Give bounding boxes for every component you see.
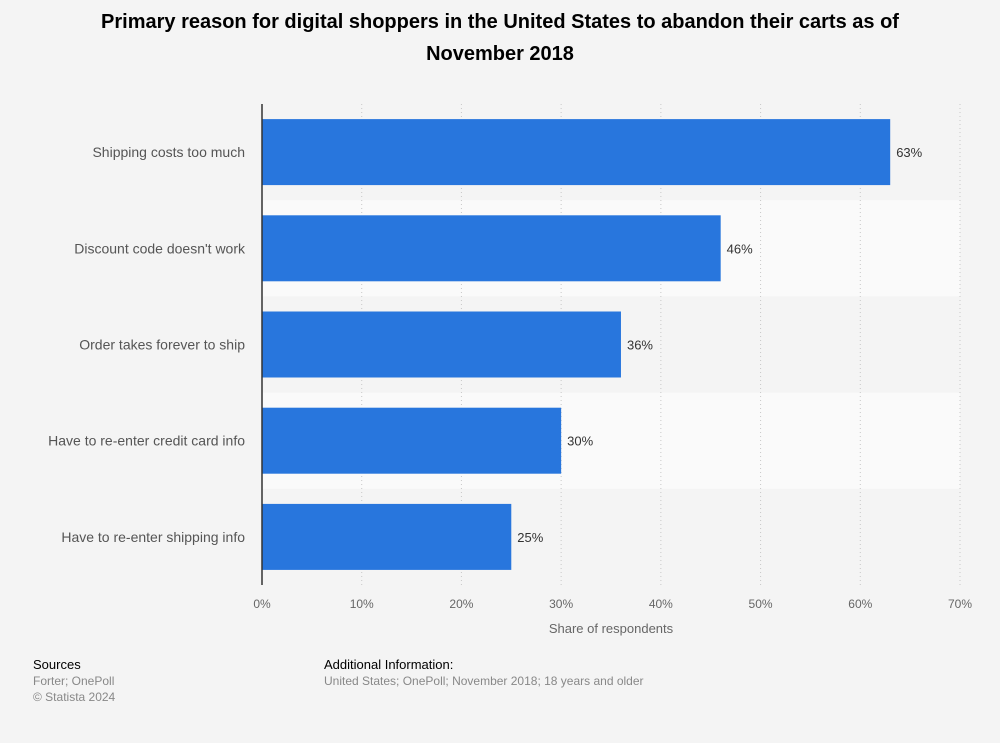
data-label: 63% [896, 145, 922, 160]
bar-chart: 63% Shipping costs too much 46% Discount co… [48, 104, 972, 636]
x-tick-label: 0% [253, 597, 271, 611]
additional-info-text: United States; OnePoll; November 2018; 1… [324, 674, 644, 688]
x-axis-title: Share of respondents [549, 621, 674, 636]
data-label: 36% [627, 338, 653, 353]
x-tick-label: 20% [449, 597, 473, 611]
x-tick-label: 50% [749, 597, 773, 611]
bar [262, 215, 721, 282]
x-tick-label: 60% [848, 597, 872, 611]
category-label: Have to re-enter credit card info [48, 433, 245, 449]
bar [262, 503, 512, 570]
category-label: Have to re-enter shipping info [61, 529, 245, 545]
category-label: Shipping costs too much [92, 144, 245, 160]
x-tick-label: 10% [350, 597, 374, 611]
chart-title: Primary reason for digital shoppers in t… [101, 11, 899, 65]
data-label: 46% [727, 241, 753, 256]
category-label: Order takes forever to ship [79, 337, 245, 353]
x-tick-label: 40% [649, 597, 673, 611]
bar [262, 119, 891, 186]
sources-line: Forter; OnePoll [33, 674, 115, 688]
bar [262, 407, 562, 474]
data-label: 25% [517, 530, 543, 545]
x-tick-label: 30% [549, 597, 573, 611]
category-label: Discount code doesn't work [74, 240, 246, 256]
data-label: 30% [567, 434, 593, 449]
x-tick-label: 70% [948, 597, 972, 611]
sources-block: Sources Forter; OnePoll © Statista 2024 [33, 657, 115, 705]
sources-heading: Sources [33, 657, 81, 672]
bar [262, 311, 621, 378]
additional-info-heading: Additional Information: [324, 657, 454, 672]
additional-info-block: Additional Information: United States; O… [324, 657, 644, 689]
copyright-line: © Statista 2024 [33, 690, 116, 704]
